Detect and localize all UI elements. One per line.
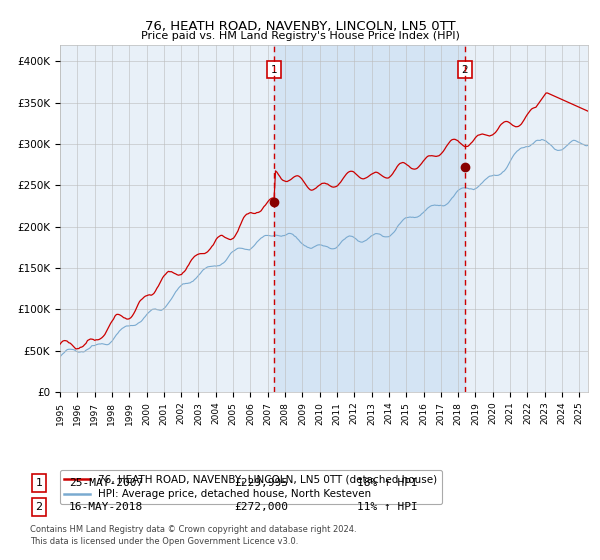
Text: £272,000: £272,000 — [234, 502, 288, 512]
Text: 11% ↑ HPI: 11% ↑ HPI — [357, 502, 418, 512]
Bar — [274, 45, 465, 392]
Text: 18% ↑ HPI: 18% ↑ HPI — [357, 478, 418, 488]
Text: 25-MAY-2007: 25-MAY-2007 — [69, 478, 143, 488]
Text: Price paid vs. HM Land Registry's House Price Index (HPI): Price paid vs. HM Land Registry's House … — [140, 31, 460, 41]
Text: 1: 1 — [271, 64, 278, 74]
Text: Contains HM Land Registry data © Crown copyright and database right 2024.
This d: Contains HM Land Registry data © Crown c… — [30, 525, 356, 546]
Text: 1: 1 — [35, 478, 43, 488]
Text: 2: 2 — [461, 64, 468, 74]
Text: 76, HEATH ROAD, NAVENBY, LINCOLN, LN5 0TT: 76, HEATH ROAD, NAVENBY, LINCOLN, LN5 0T… — [145, 20, 455, 32]
Legend: 76, HEATH ROAD, NAVENBY, LINCOLN, LN5 0TT (detached house), HPI: Average price, : 76, HEATH ROAD, NAVENBY, LINCOLN, LN5 0T… — [60, 470, 442, 503]
Text: £229,995: £229,995 — [234, 478, 288, 488]
Text: 16-MAY-2018: 16-MAY-2018 — [69, 502, 143, 512]
Text: 2: 2 — [35, 502, 43, 512]
